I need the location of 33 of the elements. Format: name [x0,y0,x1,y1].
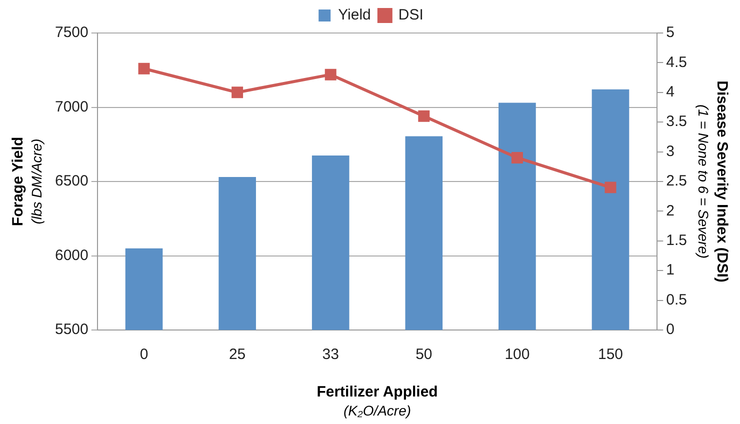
y2-tick-label: 4 [666,84,674,101]
point [511,152,523,164]
y-tick-label: 6500 [54,172,88,190]
y2-tick-label: 2.5 [666,172,688,190]
point [138,62,150,74]
y-tick-label: 7000 [54,98,88,116]
y2-tick-label: 3 [666,142,674,160]
x-tick-label: 50 [416,346,432,364]
y2-axis-title: Disease Severity Index (DSI) (1 = None to 6 = Severe) [696,80,730,282]
legend-label: Yield [338,6,371,24]
y-axis-title: Forage Yield (lbs DM/Acre) [10,136,44,226]
legend-label: DSI [398,6,424,24]
x-axis-title: Fertilizer Applied (K₂O/Acre) [316,384,438,418]
y2-tick-label: 5 [666,24,674,42]
x-tick-label: 33 [322,346,339,364]
point [324,68,336,80]
point [418,110,430,122]
x-tick-label: 25 [228,346,246,364]
y2-tick-label: 1.5 [666,232,688,250]
point [232,86,244,98]
x-tick-label: 0 [140,346,148,364]
x-tick-label: 100 [504,346,530,364]
y2-tick-label: 4.5 [666,54,688,71]
y-tick-label: 5500 [54,321,88,338]
point [604,182,616,194]
y-tick-label: 6000 [54,246,88,264]
y2-tick-label: 0 [666,321,674,338]
y2-tick-label: 3.5 [666,113,688,130]
y2-tick-label: 1 [666,262,674,279]
x-tick-label: 150 [598,346,624,364]
y-tick-label: 7500 [54,24,88,42]
y2-tick-label: 2 [666,202,674,220]
y2-tick-label: 0.5 [666,291,688,308]
